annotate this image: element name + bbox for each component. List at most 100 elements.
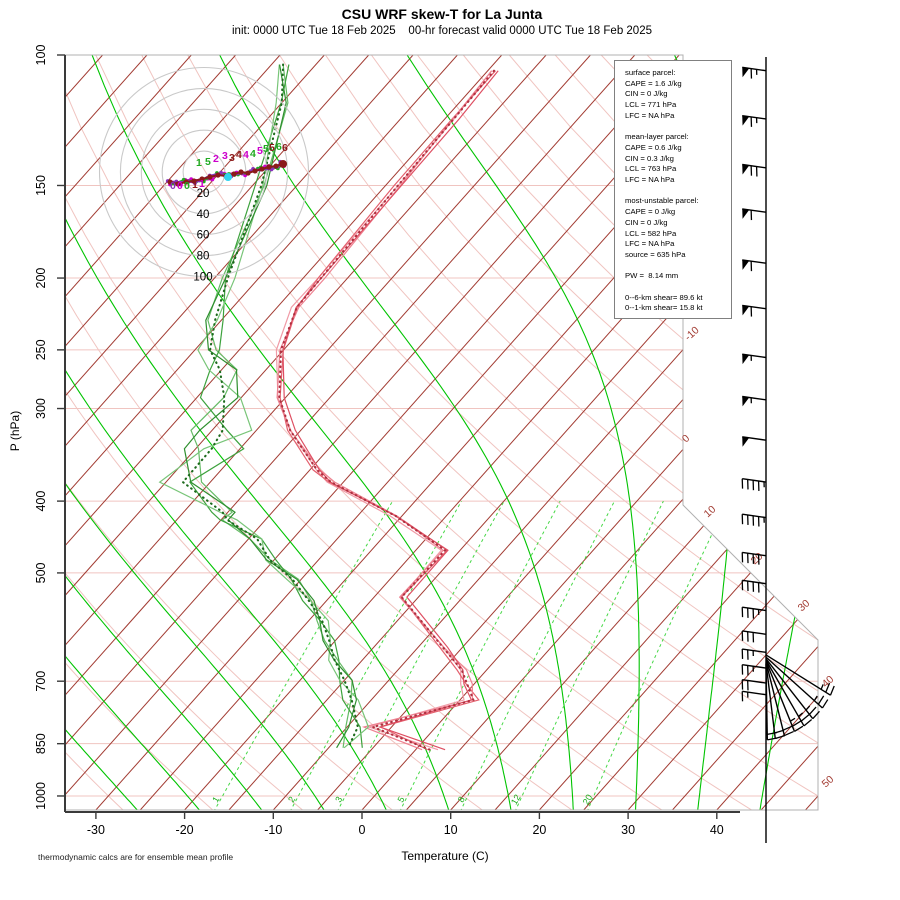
hodograph-height-label: 0 [177, 180, 183, 192]
wind-barb [741, 648, 767, 660]
parcel-box-line: 0--6-km shear= 89.6 kt [625, 292, 703, 302]
moist-adiabats [65, 55, 818, 810]
parcel-box-line: LCL = 771 hPa [625, 100, 677, 110]
hodograph-height-label: 5 [263, 143, 269, 155]
hodograph-height-label: 1 [196, 157, 202, 169]
hodograph-ring-label: 100 [193, 272, 212, 284]
wind-barb-fan [765, 663, 778, 741]
parcel-box-line: LFC = NA hPa [625, 175, 675, 185]
hodograph-ring-label: 20 [197, 188, 210, 200]
wind-barb [741, 579, 767, 593]
wind-barb [742, 208, 767, 221]
isotherm-label: 50 [820, 773, 837, 790]
wind-barb-fan [765, 661, 794, 737]
hodograph-height-label: 4 [243, 149, 249, 161]
wind-barb-column [741, 57, 835, 843]
wind-barb [742, 395, 767, 407]
hodograph-height-label: 3 [229, 152, 235, 164]
wind-barb [742, 163, 767, 177]
temperature-tick-label: 10 [444, 823, 458, 837]
parcel-box-line: LFC = NA hPa [625, 239, 675, 249]
wind-barb [741, 551, 767, 565]
wind-barb [741, 478, 767, 491]
parcel-box-line: CIN = 0 J/kg [625, 89, 668, 99]
parcel-box-line: most-unstable parcel: [625, 196, 699, 206]
wind-barb-fan [765, 659, 813, 727]
hodograph-height-label: 5 [269, 142, 275, 154]
wind-barb [741, 678, 767, 691]
parcel-box-line: LFC = NA hPa [625, 110, 675, 120]
parcel-box-line: PW = 8.14 mm [625, 271, 679, 281]
pressure-tick-label: 850 [34, 733, 48, 754]
parcel-box-line: CIN = 0.3 J/kg [625, 153, 674, 163]
mixing-ratio-label: 2 [286, 795, 297, 804]
isotherm-label: 10 [702, 503, 719, 520]
temperature-tick-label: 0 [359, 823, 366, 837]
hodograph-height-label: 6 [282, 142, 288, 154]
hodograph-height-label: 6 [276, 141, 282, 153]
wind-barb [742, 259, 767, 272]
temperature-tick-label: -10 [264, 823, 282, 837]
hodograph-height-label: 5 [205, 156, 211, 168]
parcel-box-line: CIN = 0 J/kg [625, 217, 668, 227]
parcel-box-line: 0--1-km shear= 15.8 kt [625, 303, 703, 313]
wind-barb [741, 664, 767, 676]
wind-barb [742, 66, 767, 79]
wind-barb [742, 304, 767, 317]
footnote: thermodynamic calcs are for ensemble mea… [38, 852, 234, 862]
parcel-box-line [625, 122, 731, 133]
wind-barb [742, 353, 767, 365]
parcel-box-line: CAPE = 0.6 J/kg [625, 142, 682, 152]
hodograph-height-label: 1 [192, 179, 198, 191]
pressure-tick-label: 1000 [34, 782, 48, 810]
isotherm-label: -10 [682, 324, 701, 343]
mixing-ratio-label: 3 [333, 795, 344, 804]
parcel-box-line [625, 261, 731, 272]
hodograph-height-label: 3 [222, 150, 228, 162]
temperature-tick-label: 30 [621, 823, 635, 837]
mixing-ratio-label: 20 [581, 793, 595, 807]
x-axis-label: Temperature (C) [401, 849, 489, 863]
parcel-box-line: LCL = 763 hPa [625, 164, 677, 174]
wind-barb-fan [765, 660, 804, 732]
pressure-tick-label: 500 [34, 562, 48, 583]
isotherm-label: 0 [680, 432, 692, 445]
wind-barb [742, 114, 767, 127]
parcel-box-line [625, 186, 731, 197]
wind-barb-fan [765, 656, 829, 709]
hodograph-height-label: 1 [199, 178, 205, 190]
pressure-tick-label: 300 [34, 398, 48, 419]
mixing-ratio-label: 8 [456, 795, 467, 804]
temperature-tick-label: 40 [710, 823, 724, 837]
dry-adiabats [65, 55, 818, 810]
parcel-box-line: CAPE = 0 J/kg [625, 207, 676, 217]
pressure-tick-label: 150 [34, 175, 48, 196]
mixing-ratio-lines [213, 500, 729, 810]
mixing-ratio-label: 12 [509, 793, 523, 807]
sounding-traces [158, 63, 499, 751]
hodograph-height-label: 4 [250, 148, 256, 160]
pressure-tick-label: 400 [34, 491, 48, 512]
y-axis-label: P (hPa) [8, 410, 22, 452]
parcel-box-line: CAPE = 1.6 J/kg [625, 78, 682, 88]
mixing-ratio-label: 1 [210, 795, 221, 804]
hodograph-height-label: 2 [213, 153, 219, 165]
init-valid-line: init: 0000 UTC Tue 18 Feb 2025 00-hr for… [232, 25, 652, 37]
parcel-box-line: LCL = 582 hPa [625, 228, 677, 238]
temperature-trace [275, 69, 499, 751]
parcel-box-line: source = 635 hPa [625, 249, 686, 259]
dewpoint-trace [158, 63, 370, 749]
pressure-lines [65, 55, 818, 797]
hodograph-ring-label: 80 [197, 251, 210, 263]
temperature-mean-dotted [278, 69, 496, 751]
storm-motion-dot [224, 173, 233, 182]
wind-barb [742, 436, 767, 447]
parcel-box-line [625, 282, 731, 293]
temperature-tick-label: -20 [176, 823, 194, 837]
mixing-ratio-label: 5 [395, 795, 406, 804]
pressure-tick-label: 250 [34, 339, 48, 360]
